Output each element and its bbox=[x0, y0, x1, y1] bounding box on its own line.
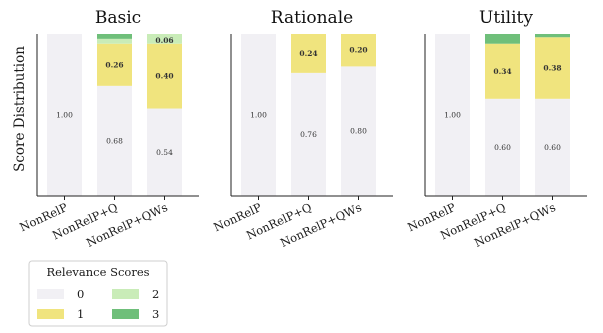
data-label: 0.54 bbox=[156, 148, 173, 157]
chart-title: Rationale bbox=[271, 8, 353, 28]
data-label: 1.00 bbox=[250, 111, 267, 120]
bar-segment-score-0 bbox=[341, 66, 376, 197]
bar-segment-score-2 bbox=[147, 34, 182, 44]
bar-segment-score-0 bbox=[241, 34, 276, 196]
bar-segment-score-0 bbox=[147, 108, 182, 196]
bar-segment-score-0 bbox=[535, 98, 570, 196]
chart-title: Utility bbox=[479, 8, 533, 28]
chart-panel-3: Utility1.00NonRelP0.600.34NonRelP+Q0.600… bbox=[405, 8, 587, 250]
legend-swatch-score-1 bbox=[37, 309, 64, 319]
bar-segment-score-3 bbox=[97, 34, 132, 39]
y-axis-label: Score Distribution bbox=[12, 46, 28, 172]
bar-segment-score-0 bbox=[485, 98, 520, 196]
data-label: 0.76 bbox=[300, 130, 317, 139]
bar-segment-score-1 bbox=[535, 37, 570, 99]
bar-segment-score-1 bbox=[291, 34, 326, 73]
bar-segment-score-3 bbox=[485, 34, 520, 44]
bar-segment-score-0 bbox=[97, 85, 132, 196]
bar-segment-score-1 bbox=[485, 43, 520, 99]
data-label: 0.26 bbox=[105, 60, 123, 69]
legend: Relevance Scores 0 1 2 3 bbox=[28, 260, 168, 327]
bar-segment-score-0 bbox=[47, 34, 82, 196]
chart-panel-2: Rationale1.00NonRelP0.760.24NonRelP+Q0.8… bbox=[211, 8, 393, 250]
data-label: 0.38 bbox=[543, 64, 561, 73]
data-label: 1.00 bbox=[444, 111, 461, 120]
data-label: 0.80 bbox=[350, 127, 367, 136]
legend-label: 3 bbox=[152, 307, 159, 321]
legend-label: 2 bbox=[152, 287, 159, 301]
legend-title: Relevance Scores bbox=[46, 265, 149, 279]
chart-title: Basic bbox=[95, 8, 141, 28]
bar-segment-score-2 bbox=[97, 38, 132, 44]
chart-panels: Basic1.00NonRelP0.680.26NonRelP+Q0.540.4… bbox=[17, 8, 587, 250]
data-label: 0.20 bbox=[349, 46, 367, 55]
bar-segment-score-1 bbox=[147, 43, 182, 109]
legend-swatch-score-0 bbox=[37, 289, 64, 299]
bar-segment-score-1 bbox=[97, 43, 132, 86]
legend-label: 1 bbox=[77, 307, 84, 321]
data-label: 0.60 bbox=[494, 143, 511, 152]
chart-panel-1: Basic1.00NonRelP0.680.26NonRelP+Q0.540.4… bbox=[17, 8, 199, 250]
bar-segment-score-0 bbox=[435, 34, 470, 196]
data-label: 0.34 bbox=[493, 67, 511, 76]
data-label: 1.00 bbox=[56, 111, 73, 120]
data-label: 0.68 bbox=[106, 136, 123, 145]
legend-swatch-score-3 bbox=[112, 309, 139, 319]
data-label: 0.24 bbox=[299, 49, 317, 58]
data-label: 0.06 bbox=[155, 36, 173, 45]
legend-swatch-score-2 bbox=[112, 289, 139, 299]
bar-segment-score-3 bbox=[535, 34, 570, 38]
bar-segment-score-0 bbox=[291, 72, 326, 196]
legend-label: 0 bbox=[77, 287, 84, 301]
data-label: 0.40 bbox=[155, 72, 173, 81]
bar-segment-score-1 bbox=[341, 34, 376, 67]
data-label: 0.60 bbox=[544, 143, 561, 152]
